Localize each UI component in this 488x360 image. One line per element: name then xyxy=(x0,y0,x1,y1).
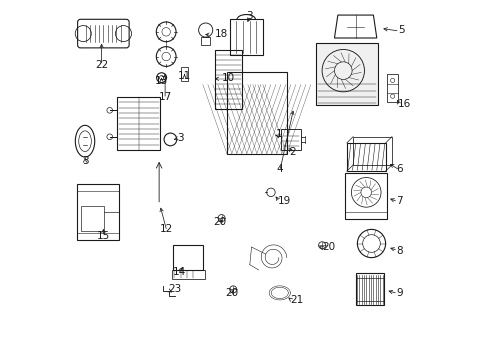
Text: 20: 20 xyxy=(213,217,226,227)
Bar xyxy=(345,173,386,219)
Bar xyxy=(173,245,203,270)
Text: 17: 17 xyxy=(158,92,171,102)
Text: 12: 12 xyxy=(160,224,173,234)
Text: 6: 6 xyxy=(395,165,402,174)
Bar xyxy=(229,19,263,55)
Text: 7: 7 xyxy=(395,196,402,206)
Bar xyxy=(171,270,204,279)
Text: 14: 14 xyxy=(172,267,185,277)
Text: 13: 13 xyxy=(155,76,168,86)
Bar xyxy=(315,43,377,105)
Text: 3: 3 xyxy=(177,133,183,143)
Text: 4: 4 xyxy=(276,165,283,174)
Text: 20: 20 xyxy=(225,288,238,298)
Bar xyxy=(201,37,209,45)
Text: 2: 2 xyxy=(288,147,295,157)
Bar xyxy=(226,72,286,154)
Text: 10: 10 xyxy=(221,73,234,83)
Text: 15: 15 xyxy=(97,231,110,242)
Bar xyxy=(117,97,160,150)
Bar xyxy=(352,136,391,165)
Bar xyxy=(346,143,385,171)
Text: 19: 19 xyxy=(278,196,291,206)
Text: 3: 3 xyxy=(81,156,88,166)
Text: 3: 3 xyxy=(246,11,253,21)
Bar xyxy=(355,274,383,305)
Text: 22: 22 xyxy=(95,60,108,70)
Text: 5: 5 xyxy=(397,25,404,35)
Bar xyxy=(181,67,188,81)
Text: 20: 20 xyxy=(322,242,335,252)
Text: 11: 11 xyxy=(178,71,191,81)
Text: 16: 16 xyxy=(397,99,410,109)
Text: 21: 21 xyxy=(290,295,303,305)
Bar xyxy=(215,50,242,109)
Text: 1: 1 xyxy=(276,129,282,139)
Bar xyxy=(77,184,119,240)
Text: 8: 8 xyxy=(395,246,402,256)
Text: 18: 18 xyxy=(214,28,227,39)
Bar xyxy=(386,74,397,102)
Bar xyxy=(81,206,104,231)
Text: 9: 9 xyxy=(395,288,402,298)
Text: 23: 23 xyxy=(168,284,182,294)
Bar xyxy=(281,129,300,150)
